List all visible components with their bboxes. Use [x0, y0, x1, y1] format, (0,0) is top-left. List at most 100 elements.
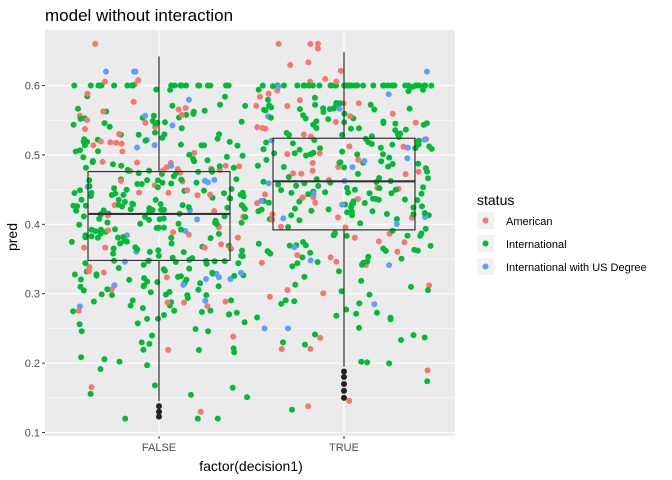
- data-point: [285, 325, 291, 332]
- data-point: [315, 40, 321, 47]
- data-point: [393, 221, 400, 227]
- data-point: [414, 197, 421, 204]
- data-point: [345, 189, 351, 196]
- data-point: [254, 162, 261, 169]
- data-point: [185, 204, 192, 211]
- data-point: [105, 227, 112, 234]
- data-point: [322, 75, 329, 82]
- data-point: [255, 240, 262, 247]
- data-point: [239, 247, 246, 254]
- data-point: [405, 82, 412, 89]
- data-point: [101, 356, 108, 363]
- data-point: [238, 219, 245, 226]
- data-point: [209, 269, 216, 276]
- data-point: [339, 201, 346, 208]
- data-point: [171, 307, 178, 314]
- data-point: [316, 150, 323, 157]
- data-point: [386, 262, 393, 269]
- data-point: [410, 332, 417, 339]
- boxplot-outlier: [341, 374, 347, 381]
- data-point: [112, 226, 118, 233]
- data-point: [229, 384, 236, 391]
- data-point: [307, 257, 314, 264]
- data-point: [420, 184, 427, 191]
- data-point: [168, 240, 175, 247]
- data-point: [280, 164, 287, 170]
- data-point: [163, 274, 170, 281]
- data-point: [353, 310, 360, 317]
- data-point: [386, 154, 393, 161]
- data-point: [175, 106, 182, 113]
- data-point: [426, 282, 433, 289]
- data-point: [262, 191, 268, 198]
- data-point: [401, 239, 408, 246]
- data-point: [226, 311, 232, 318]
- data-point: [308, 207, 315, 214]
- data-point: [134, 246, 141, 253]
- data-point: [418, 190, 425, 197]
- data-point: [221, 258, 228, 265]
- data-point: [80, 213, 87, 220]
- data-point: [289, 263, 296, 270]
- data-point: [115, 201, 122, 208]
- data-point: [366, 190, 373, 197]
- data-point: [118, 162, 125, 169]
- data-point: [185, 96, 192, 103]
- data-point: [70, 308, 77, 315]
- data-point: [260, 178, 267, 185]
- data-point: [278, 300, 285, 307]
- data-point: [228, 297, 235, 304]
- data-point: [428, 82, 435, 89]
- data-point: [177, 273, 184, 280]
- data-point: [234, 234, 241, 241]
- data-point: [317, 145, 323, 152]
- data-point: [135, 131, 142, 138]
- data-point: [421, 210, 428, 216]
- data-point: [286, 242, 293, 249]
- data-point: [88, 384, 95, 391]
- data-point: [238, 269, 245, 276]
- data-point: [242, 214, 249, 221]
- data-point: [95, 82, 102, 89]
- data-point: [234, 142, 241, 149]
- data-point: [141, 282, 147, 289]
- data-point: [296, 97, 303, 104]
- data-point: [81, 244, 88, 251]
- data-point: [293, 182, 300, 189]
- data-point: [84, 117, 90, 123]
- data-point: [355, 156, 362, 163]
- data-point: [131, 68, 138, 75]
- data-point: [151, 142, 158, 149]
- data-point: [404, 232, 411, 239]
- data-point: [333, 100, 340, 106]
- data-point: [101, 120, 108, 127]
- data-point: [370, 82, 377, 89]
- data-point: [110, 161, 116, 168]
- data-point: [392, 120, 399, 127]
- x-axis-title: factor(decision1): [199, 458, 303, 474]
- data-point: [110, 250, 117, 257]
- data-point: [290, 170, 297, 177]
- data-point: [186, 265, 193, 272]
- boxplot-outlier: [341, 368, 347, 375]
- data-point: [239, 253, 246, 260]
- data-point: [351, 234, 358, 241]
- data-point: [222, 162, 229, 169]
- data-point: [127, 206, 134, 213]
- data-point: [356, 300, 363, 307]
- data-point: [416, 137, 422, 144]
- data-point: [144, 315, 151, 322]
- data-point: [263, 156, 270, 163]
- data-point: [261, 325, 268, 332]
- data-point: [125, 167, 132, 174]
- data-point: [100, 108, 107, 115]
- data-point: [183, 82, 190, 89]
- data-point: [299, 254, 306, 261]
- data-point: [426, 143, 433, 150]
- data-point: [201, 177, 208, 184]
- data-point: [216, 274, 222, 281]
- data-point: [126, 276, 133, 283]
- data-point: [415, 168, 422, 175]
- data-point: [306, 82, 313, 89]
- data-point: [312, 101, 319, 108]
